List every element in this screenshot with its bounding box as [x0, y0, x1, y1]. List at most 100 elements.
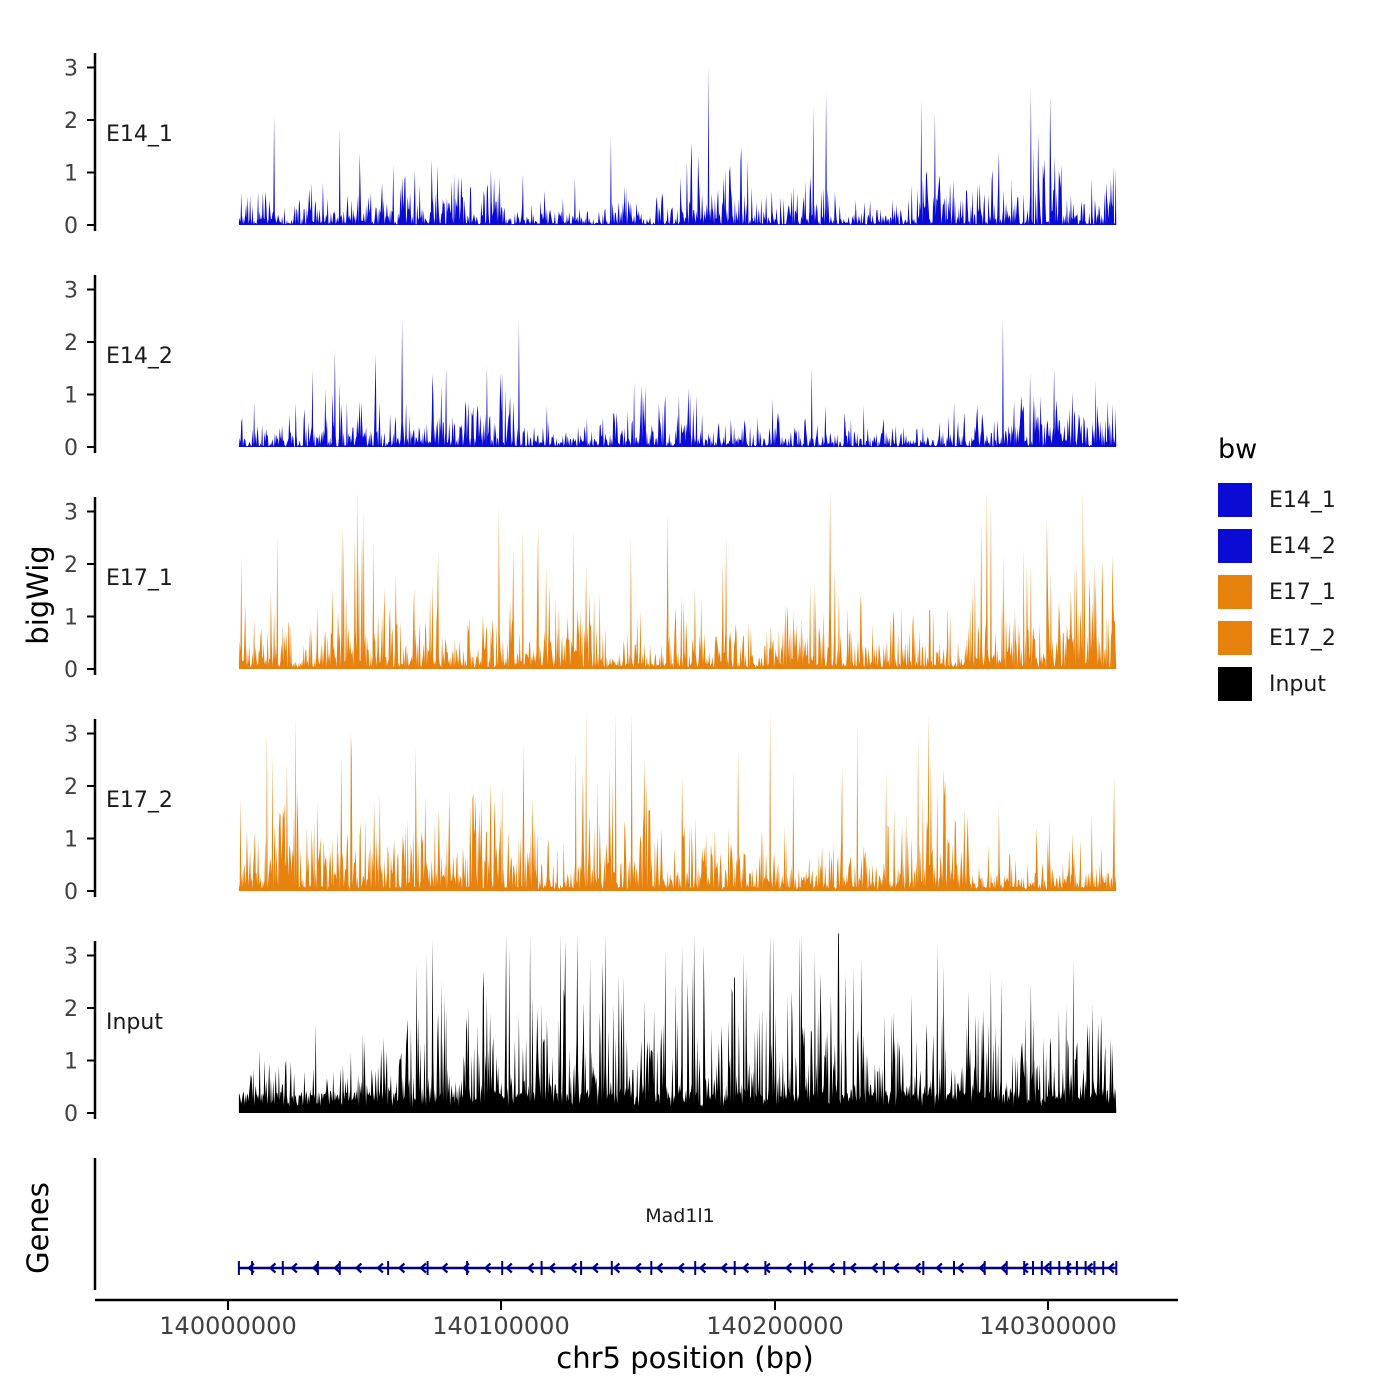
- strand-arrow-icon: [720, 1262, 728, 1274]
- strand-arrow-icon: [827, 1262, 836, 1274]
- track-label: E14_1: [106, 122, 173, 147]
- track-plot-E17_2: 0 1 2 3: [64, 711, 1117, 903]
- legend-item-E17_1: E17_1: [1218, 575, 1336, 609]
- strand-arrow-icon: [268, 1262, 277, 1274]
- x-axis-title: chr5 position (bp): [556, 1341, 814, 1375]
- legend-items: E14_1 E14_2 E17_1 E17_2 Input: [1218, 483, 1336, 701]
- legend-label: E17_1: [1269, 579, 1336, 605]
- strand-arrow-icon: [311, 1262, 320, 1274]
- strand-arrow-icon: [892, 1262, 900, 1274]
- strand-arrow-icon: [591, 1262, 599, 1274]
- y-tick-label: 1: [64, 1050, 78, 1075]
- strand-arrow-icon: [440, 1262, 449, 1274]
- track-plot-Input: 0 1 2 3: [64, 933, 1117, 1125]
- strand-arrow-icon: [634, 1262, 642, 1274]
- strand-arrow-icon: [741, 1262, 750, 1274]
- coverage-signal: [238, 933, 1117, 1113]
- strand-arrow-icon: [677, 1262, 685, 1274]
- coverage-signal: [238, 65, 1117, 225]
- strand-arrow-icon: [870, 1262, 879, 1274]
- y-tick-label: 3: [64, 57, 78, 82]
- coverage-signal: [238, 711, 1117, 891]
- strand-arrow-icon: [1107, 1262, 1115, 1274]
- gene-name-label: Mad1l1: [645, 1205, 715, 1227]
- track-panel-E14_2: E14_2 0 1 2 3: [0, 247, 1180, 459]
- track-plot-E14_1: 0 1 2 3: [64, 53, 1117, 237]
- y-tick-label: 0: [64, 658, 78, 681]
- track-label: E14_2: [106, 344, 173, 369]
- track-label: Input: [106, 1010, 163, 1035]
- strand-arrow-icon: [978, 1262, 986, 1274]
- genes-plot: [93, 1158, 1118, 1290]
- legend-swatch: [1218, 621, 1252, 655]
- strand-arrow-icon: [913, 1262, 922, 1274]
- y-tick-label: 2: [64, 997, 78, 1022]
- strand-arrow-icon: [935, 1262, 943, 1274]
- legend-label: Input: [1269, 671, 1326, 697]
- legend-item-Input: Input: [1218, 667, 1336, 701]
- strand-arrow-icon: [397, 1262, 406, 1274]
- legend-label: E14_1: [1269, 487, 1336, 513]
- strand-arrow-icon: [548, 1262, 556, 1274]
- coverage-signal: [238, 489, 1117, 669]
- y-tick-label: 1: [64, 606, 78, 631]
- y-tick-label: 3: [64, 723, 78, 748]
- legend-label: E17_2: [1269, 625, 1336, 651]
- strand-arrow-icon: [419, 1262, 427, 1274]
- track-panel-E17_1: E17_1 0 1 2 3: [0, 469, 1180, 681]
- y-tick-label: 0: [64, 1102, 78, 1125]
- y-tick-label: 2: [64, 775, 78, 800]
- track-label: E17_1: [106, 566, 173, 591]
- y-tick-label: 1: [64, 384, 78, 409]
- y-tick-label: 3: [64, 945, 78, 970]
- strand-arrow-icon: [1042, 1262, 1051, 1274]
- x-tick-label: 140100000: [432, 1312, 570, 1340]
- x-tick-label: 140000000: [159, 1312, 297, 1340]
- strand-arrow-icon: [1021, 1262, 1029, 1274]
- strand-arrow-icon: [698, 1262, 707, 1274]
- y-tick-label: 0: [64, 880, 78, 903]
- strand-arrow-icon: [569, 1262, 578, 1274]
- legend-item-E14_2: E14_2: [1218, 529, 1336, 563]
- legend-item-E17_2: E17_2: [1218, 621, 1336, 655]
- strand-arrow-icon: [655, 1262, 664, 1274]
- strand-arrow-icon: [806, 1262, 814, 1274]
- legend-swatch: [1218, 575, 1252, 609]
- y-tick-label: 3: [64, 279, 78, 304]
- strand-arrow-icon: [1064, 1262, 1072, 1274]
- y-tick-label: 3: [64, 501, 78, 526]
- strand-arrow-icon: [376, 1262, 384, 1274]
- strand-arrow-icon: [1085, 1262, 1094, 1274]
- strand-arrow-icon: [999, 1262, 1008, 1274]
- y-tick-label: 2: [64, 331, 78, 356]
- legend-item-E14_1: E14_1: [1218, 483, 1336, 517]
- y-tick-label: 2: [64, 553, 78, 578]
- x-axis: [95, 1298, 1178, 1310]
- track-label: E17_2: [106, 788, 173, 813]
- strand-arrow-icon: [784, 1262, 793, 1274]
- coverage-signal: [238, 317, 1117, 447]
- strand-arrow-icon: [333, 1262, 341, 1274]
- strand-arrow-icon: [849, 1262, 857, 1274]
- x-tick-label: 140200000: [706, 1312, 844, 1340]
- strand-arrow-icon: [956, 1262, 965, 1274]
- track-panel-E14_1: E14_1 0 1 2 3: [0, 25, 1180, 237]
- y-tick-label: 1: [64, 828, 78, 853]
- x-tick-label: 140300000: [979, 1312, 1117, 1340]
- legend-swatch: [1218, 483, 1252, 517]
- legend-swatch: [1218, 667, 1252, 701]
- strand-arrow-icon: [354, 1262, 363, 1274]
- track-panel-E17_2: E17_2 0 1 2 3: [0, 691, 1180, 903]
- strand-arrow-icon: [290, 1262, 298, 1274]
- legend-title: bw: [1218, 434, 1258, 465]
- strand-arrow-icon: [483, 1262, 492, 1274]
- y-tick-label: 0: [64, 436, 78, 459]
- track-plot-E14_2: 0 1 2 3: [64, 275, 1117, 459]
- legend-label: E14_2: [1269, 533, 1336, 559]
- strand-arrow-icon: [526, 1262, 535, 1274]
- strand-arrow-icon: [505, 1262, 513, 1274]
- track-plot-E17_1: 0 1 2 3: [64, 489, 1117, 681]
- y-tick-label: 1: [64, 162, 78, 187]
- strand-arrow-icon: [612, 1262, 621, 1274]
